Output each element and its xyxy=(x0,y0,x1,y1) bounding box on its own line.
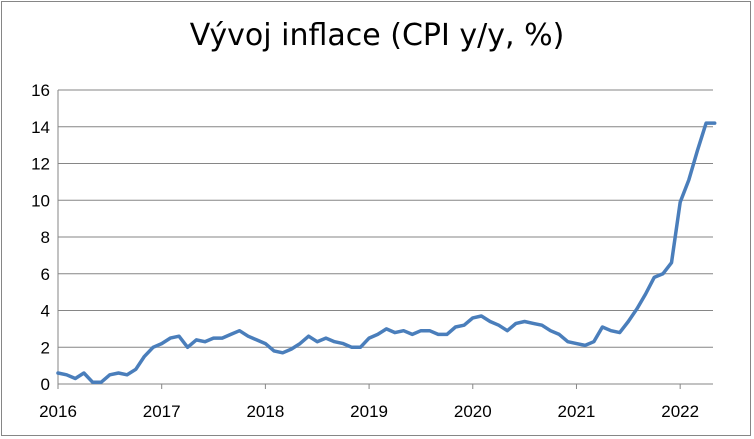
x-tick-label: 2022 xyxy=(661,402,699,421)
y-tick-label: 2 xyxy=(41,338,50,357)
x-tick-label: 2019 xyxy=(350,402,388,421)
x-tick-label: 2021 xyxy=(558,402,596,421)
chart-title: Vývoj inflace (CPI y/y, %) xyxy=(189,18,565,53)
x-tick-label: 2020 xyxy=(454,402,492,421)
y-tick-label: 16 xyxy=(31,81,50,100)
x-tick-label: 2016 xyxy=(39,402,77,421)
y-tick-label: 12 xyxy=(31,155,50,174)
y-tick-label: 10 xyxy=(31,191,50,210)
y-tick-label: 6 xyxy=(41,265,50,284)
series-line xyxy=(56,121,717,384)
y-tick-label: 8 xyxy=(41,228,50,247)
y-tick-label: 4 xyxy=(41,302,50,321)
x-tick-label: 2018 xyxy=(246,402,284,421)
x-tick-label: 2017 xyxy=(143,402,181,421)
y-tick-label: 14 xyxy=(31,118,50,137)
y-tick-label: 0 xyxy=(41,375,50,394)
